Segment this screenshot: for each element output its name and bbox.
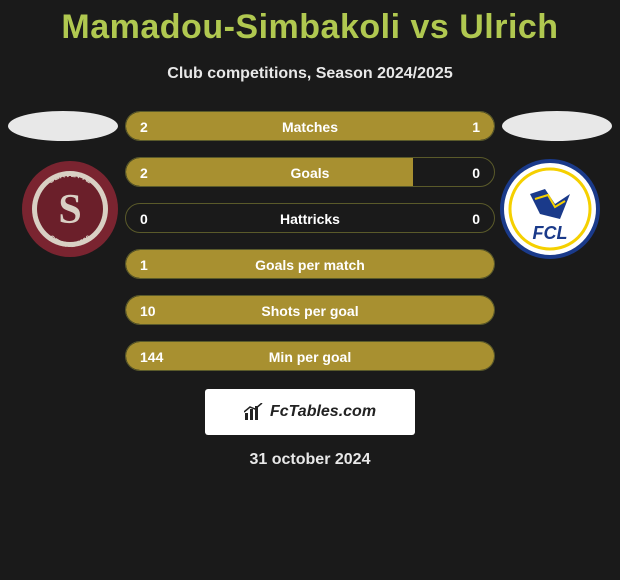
stat-label: Goals per match [126,250,494,279]
stat-label: Matches [126,112,494,141]
stat-left-value: 0 [140,204,148,233]
chart-icon [244,403,264,421]
club-badge-left: S SERVETTE GENEVE 1890 [20,159,120,259]
subtitle: Club competitions, Season 2024/2025 [0,65,620,83]
servette-badge-icon: S SERVETTE GENEVE 1890 [20,159,120,259]
stat-left-value: 1 [140,250,148,279]
stat-row-goals-per-match: 1 Goals per match [125,249,495,279]
date-text: 31 october 2024 [0,451,620,469]
stat-label: Shots per goal [126,296,494,325]
stat-row-min-per-goal: 144 Min per goal [125,341,495,371]
svg-text:S: S [58,187,81,233]
stat-right-value: 1 [472,112,480,141]
club-badge-right: FCL [500,159,600,259]
page-title: Mamadou-Simbakoli vs Ulrich [0,0,620,47]
stat-right-value: 0 [472,158,480,187]
stat-row-matches: 2 Matches 1 [125,111,495,141]
stat-row-shots-per-goal: 10 Shots per goal [125,295,495,325]
svg-text:FCL: FCL [533,223,568,243]
stat-right-value: 0 [472,204,480,233]
stat-left-value: 2 [140,158,148,187]
side-ellipse-right [502,111,612,141]
stat-row-hattricks: 0 Hattricks 0 [125,203,495,233]
stat-left-value: 144 [140,342,163,371]
stat-left-value: 2 [140,112,148,141]
stat-label: Hattricks [126,204,494,233]
brand-box: FcTables.com [205,389,415,435]
stat-label: Min per goal [126,342,494,371]
stat-bars: 2 Matches 1 2 Goals 0 0 Hattricks 0 1 Go… [125,111,495,371]
comparison-panel: S SERVETTE GENEVE 1890 FCL 2 Matches 1 [0,111,620,469]
side-ellipse-left [8,111,118,141]
stat-left-value: 10 [140,296,156,325]
stat-row-goals: 2 Goals 0 [125,157,495,187]
brand-text: FcTables.com [270,403,376,421]
fcl-badge-icon: FCL [500,159,600,259]
stat-label: Goals [126,158,494,187]
